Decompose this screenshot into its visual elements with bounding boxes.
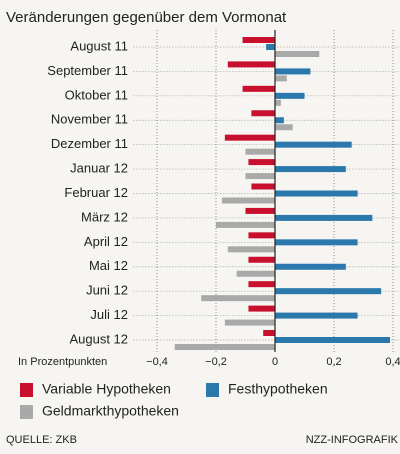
bar: [224, 319, 275, 326]
y-tick-label: Juni 12: [86, 283, 128, 298]
x-tick-label: 0,4: [385, 356, 400, 368]
bar: [251, 110, 275, 117]
bar: [275, 337, 391, 343]
bar: [275, 51, 320, 57]
x-tick-label: 0: [272, 356, 278, 368]
y-tick-label: Dezember 11: [51, 136, 128, 151]
y-tick-label: November 11: [51, 112, 128, 127]
bar: [245, 173, 275, 180]
bar: [275, 263, 346, 270]
y-tick-label: Januar 12: [70, 161, 128, 176]
bar: [248, 159, 275, 166]
bar: [221, 197, 275, 204]
bar: [216, 221, 275, 228]
bar: [251, 183, 275, 190]
bar: [275, 124, 293, 131]
legend-swatch: [206, 383, 219, 397]
legend-swatch: [20, 383, 33, 397]
x-axis-label: In Prozentpunkten: [18, 356, 107, 368]
bar: [248, 232, 275, 239]
x-tick-label: −0,2: [205, 356, 227, 368]
legend-label: Variable Hypotheken: [42, 381, 171, 397]
chart-subtitle: Veränderungen gegenüber dem Vormonat: [6, 9, 287, 26]
bar: [275, 190, 358, 197]
bar: [275, 68, 311, 75]
bar: [224, 134, 275, 141]
bar: [201, 295, 275, 302]
x-tick-label: −0,4: [146, 356, 168, 368]
bar: [275, 214, 373, 221]
bar: [263, 330, 275, 336]
legend-label: Festhypotheken: [228, 381, 328, 397]
bar: [242, 37, 275, 43]
credit: NZZ-INFOGRAFIK: [306, 434, 399, 446]
y-tick-label: September 11: [47, 63, 128, 78]
bar: [227, 61, 275, 68]
bar: [248, 281, 275, 288]
bar: [275, 288, 382, 295]
source: QUELLE: ZKB: [6, 434, 77, 446]
bar: [248, 305, 275, 312]
y-tick-label: April 12: [84, 234, 128, 249]
y-tick-label: Mai 12: [89, 258, 128, 273]
bar: [275, 239, 358, 246]
bar: [174, 344, 275, 350]
legend-swatch: [20, 405, 33, 419]
y-tick-label: August 12: [69, 331, 128, 346]
bar: [266, 44, 275, 50]
y-tick-label: August 11: [70, 38, 128, 53]
bar: [236, 270, 275, 277]
bar: [248, 256, 275, 263]
legend-label: Geldmarkthypotheken: [42, 403, 179, 419]
bar: [275, 166, 346, 173]
y-tick-label: Februar 12: [64, 185, 128, 200]
bar: [275, 99, 281, 106]
bar: [275, 312, 358, 319]
bar: [227, 246, 275, 253]
bar: [245, 207, 275, 214]
bar: [245, 148, 275, 155]
y-tick-label: März 12: [81, 209, 128, 224]
bar: [275, 141, 352, 148]
y-tick-label: Juli 12: [90, 307, 128, 322]
bar: [275, 117, 284, 124]
y-tick-label: Oktober 11: [65, 87, 128, 102]
bar: [275, 92, 305, 99]
bar: [242, 85, 275, 92]
x-tick-label: 0,2: [326, 356, 341, 368]
bar: [275, 75, 287, 82]
